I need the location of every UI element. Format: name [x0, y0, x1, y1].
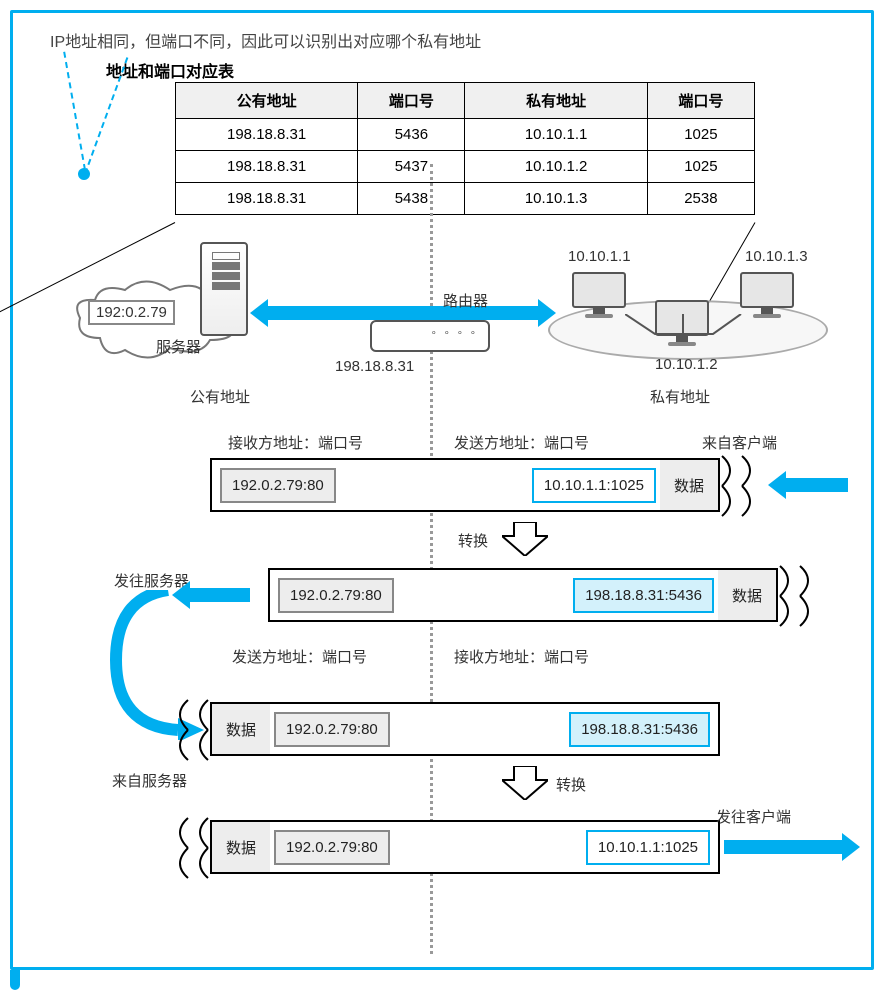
convert-label: 转换 — [458, 530, 488, 551]
frame-tail — [10, 970, 20, 990]
from-server: 来自服务器 — [112, 770, 187, 791]
server-icon — [200, 242, 248, 336]
hdr-send-1: 发送方地址：端口号 — [454, 432, 589, 453]
field-recv: 10.10.1.1:1025 — [586, 830, 710, 865]
bracket-icon — [190, 698, 210, 762]
bracket-icon — [778, 564, 798, 628]
th-public-port: 端口号 — [358, 83, 465, 119]
field-send: 10.10.1.1:1025 — [532, 468, 656, 503]
arrow-out-right — [724, 840, 842, 854]
hdr-recv-2: 接收方地址：端口号 — [454, 646, 589, 667]
field-recv: 192.0.2.79:80 — [220, 468, 336, 503]
field-data: 数据 — [212, 822, 270, 872]
arrow-in — [786, 478, 848, 492]
field-recv: 198.18.8.31:5436 — [569, 712, 710, 747]
bracket-icon — [798, 564, 818, 628]
bracket-icon — [720, 454, 740, 518]
table-row: 198.18.8.31543610.10.1.11025 — [176, 119, 755, 151]
note-top: IP地址相同，但端口不同，因此可以识别出对应哪个私有地址 — [50, 28, 481, 52]
router-label: 路由器 — [443, 290, 488, 311]
field-data: 数据 — [660, 460, 718, 510]
nat-table: 公有地址 端口号 私有地址 端口号 198.18.8.31543610.10.1… — [175, 82, 755, 215]
from-client: 来自客户端 — [702, 432, 777, 453]
client-ip-1: 10.10.1.1 — [568, 248, 631, 265]
bracket-icon — [170, 816, 190, 880]
field-send: 192.0.2.79:80 — [274, 712, 390, 747]
arrow-down-icon — [502, 522, 548, 556]
packet-row: 数据 192.0.2.79:80 198.18.8.31:5436 — [210, 702, 720, 756]
to-client: 发往客户端 — [716, 806, 791, 827]
field-send: 192.0.2.79:80 — [274, 830, 390, 865]
field-data: 数据 — [718, 570, 776, 620]
monitor-icon — [740, 272, 794, 320]
double-arrow — [268, 306, 538, 320]
router-ip: 198.18.8.31 — [335, 358, 414, 375]
convert-label-2: 转换 — [556, 774, 586, 795]
arrow-down-icon — [502, 766, 548, 800]
server-ip-label: 192:0.2.79 — [88, 300, 175, 325]
table-row: 198.18.8.31543810.10.1.32538 — [176, 183, 755, 215]
bracket-icon — [190, 816, 210, 880]
server-label: 服务器 — [156, 336, 201, 357]
field-data: 数据 — [212, 704, 270, 754]
bracket-icon — [170, 698, 190, 762]
th-public-addr: 公有地址 — [176, 83, 358, 119]
client-ip-3: 10.10.1.3 — [745, 248, 808, 265]
monitor-icon — [572, 272, 626, 320]
hdr-send-2: 发送方地址：端口号 — [232, 646, 367, 667]
field-send: 198.18.8.31:5436 — [573, 578, 714, 613]
th-private-port: 端口号 — [647, 83, 754, 119]
hdr-recv-1: 接收方地址：端口号 — [228, 432, 363, 453]
router-icon: ∘ ∘ ∘ ∘ — [370, 320, 490, 352]
client-ip-2: 10.10.1.2 — [655, 356, 718, 373]
packet-row: 192.0.2.79:80 10.10.1.1:1025 数据 — [210, 458, 720, 512]
lan-connectors — [625, 314, 745, 342]
th-private-addr: 私有地址 — [465, 83, 647, 119]
private-addr-label: 私有地址 — [650, 386, 710, 407]
public-addr-label: 公有地址 — [190, 386, 250, 407]
packet-row: 数据 192.0.2.79:80 10.10.1.1:1025 — [210, 820, 720, 874]
bracket-icon — [740, 454, 760, 518]
packet-row: 192.0.2.79:80 198.18.8.31:5436 数据 — [268, 568, 778, 622]
table-row: 198.18.8.31543710.10.1.21025 — [176, 151, 755, 183]
field-recv: 192.0.2.79:80 — [278, 578, 394, 613]
